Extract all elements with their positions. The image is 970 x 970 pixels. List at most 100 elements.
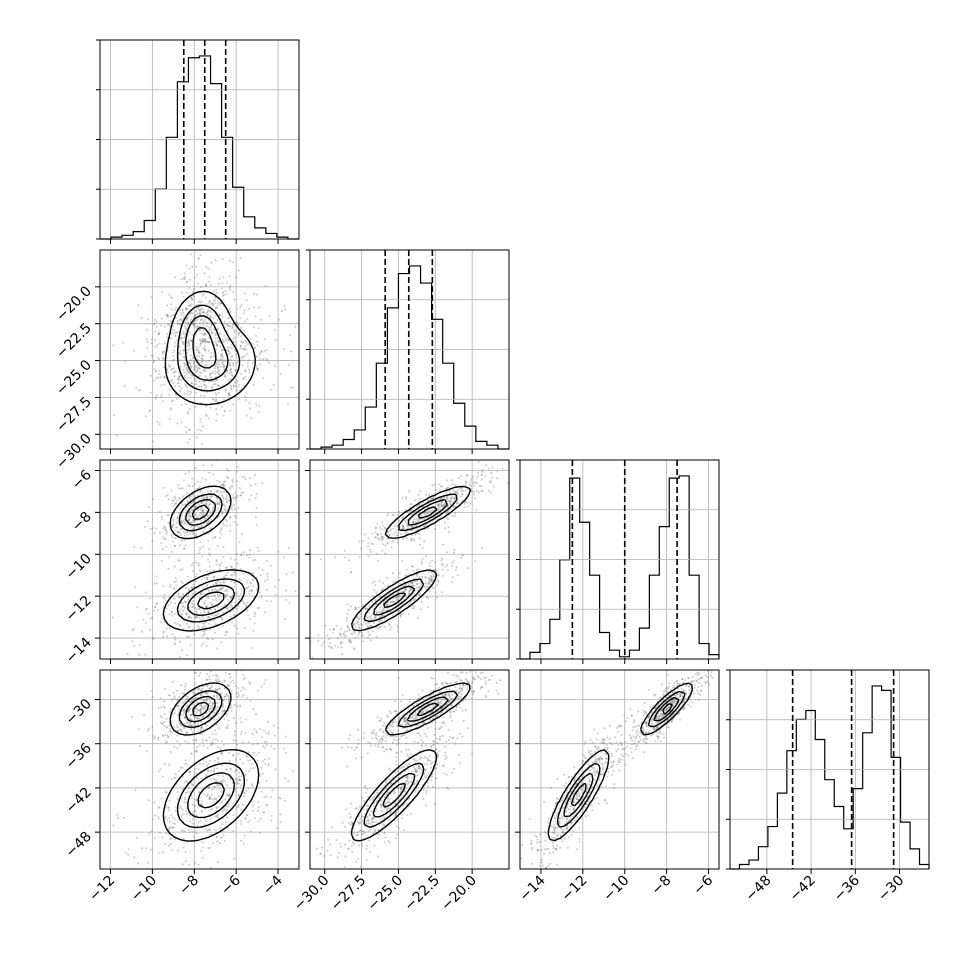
scatter-point [163,383,166,386]
scatter-point [235,361,238,364]
scatter-point [256,607,259,610]
scatter-point [437,505,440,508]
scatter-point [209,797,211,800]
scatter-point [363,533,366,536]
scatter-point [186,713,189,716]
scatter-point [450,565,453,567]
scatter-point [215,814,218,817]
scatter-point [154,397,157,400]
scatter-point [415,524,418,527]
scatter-point [182,332,184,335]
scatter-point [178,770,180,773]
scatter-point [225,337,228,340]
scatter-point [214,399,217,402]
scatter-point [241,347,244,350]
scatter-point [409,587,412,590]
scatter-point [183,801,186,804]
scatter-point [193,360,196,363]
scatter-point [196,717,199,720]
scatter-point [410,588,413,591]
scatter-point [185,613,188,616]
scatter-point [197,607,200,610]
scatter-point [167,522,170,525]
scatter-point [150,342,153,345]
scatter-point [381,619,384,622]
histogram-series [100,55,299,240]
scatter-point [413,584,416,587]
scatter-point [205,497,208,500]
scatter-point [169,296,172,299]
scatter-point [458,487,461,490]
scatter-point [149,628,152,631]
scatter-point [195,573,198,576]
scatter-point [189,510,192,513]
scatter-point [168,626,171,629]
scatter-point [231,261,234,264]
scatter-point [410,538,413,541]
scatter-point [430,579,433,582]
scatter-point [445,491,448,494]
scatter-point [218,491,221,494]
scatter-point [373,604,376,607]
scatter-point [162,596,165,599]
scatter-point [180,521,183,524]
scatter-point [326,634,329,637]
scatter-point [163,538,166,541]
scatter-point [190,367,193,370]
scatter-point [402,612,404,615]
scatter-point [226,476,229,478]
scatter-point [183,356,186,359]
scatter-point [221,338,224,341]
scatter-point [229,530,232,532]
scatter-point [220,533,223,536]
scatter-point [224,325,227,328]
scatter-point [419,593,422,596]
scatter-point [400,613,403,616]
scatter-point [205,820,208,822]
scatter-point [195,348,198,351]
scatter-point [168,363,170,366]
scatter-point [449,497,452,500]
scatter-point [475,482,478,484]
scatter-point [199,328,201,331]
scatter-point [386,531,389,533]
scatter-point [217,384,220,387]
scatter-point [186,531,189,534]
scatter-point [176,725,179,728]
scatter-point [215,582,218,585]
scatter-point [226,809,229,811]
scatter-point [215,674,218,677]
scatter-point [174,537,177,540]
scatter-point [207,616,210,619]
scatter-point [176,705,179,708]
scatter-point [174,334,177,337]
scatter-point [396,534,398,537]
scatter-point [187,340,190,343]
scatter-point [246,362,249,365]
scatter-point [251,572,254,574]
scatter-point [180,728,182,731]
scatter-point [389,628,392,631]
scatter-point [208,372,211,375]
scatter-point [181,514,183,517]
scatter-point [437,504,440,507]
scatter-point [454,492,457,494]
scatter-point [360,547,363,550]
scatter-point [202,328,205,331]
scatter-point [222,341,225,344]
scatter-point [131,629,134,632]
scatter-point [223,294,226,297]
scatter-point [154,345,157,348]
scatter-point [209,866,212,869]
scatter-point [272,383,275,386]
scatter-point [223,504,226,507]
scatter-point [256,344,259,347]
scatter-point [183,781,186,784]
scatter-point [165,607,168,610]
scatter-point [194,615,197,618]
scatter-point [454,497,457,500]
panel-1-1 [306,249,510,454]
scatter-point [190,516,193,519]
scatter-point [180,580,183,583]
scatter-point [263,682,266,685]
